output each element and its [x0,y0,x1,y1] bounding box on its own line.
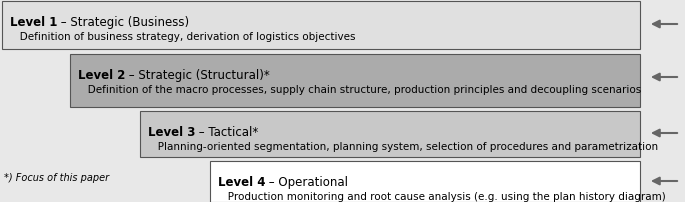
Text: – Strategic (Business): – Strategic (Business) [58,16,190,29]
Text: Level 3: Level 3 [148,125,195,138]
Text: – Operational: – Operational [266,175,349,188]
Bar [70,55,640,107]
Text: Planning-oriented segmentation, planning system, selection of procedures and par: Planning-oriented segmentation, planning… [148,141,658,151]
Text: *) Focus of this paper: *) Focus of this paper [4,172,109,182]
Text: Level 1: Level 1 [10,16,58,29]
Text: Definition of business strategy, derivation of logistics objectives: Definition of business strategy, derivat… [10,32,356,42]
Text: – Tactical*: – Tactical* [195,125,259,138]
Text: – Strategic (Structural)*: – Strategic (Structural)* [125,69,270,82]
Bar [210,161,640,202]
Text: Definition of the macro processes, supply chain structure, production principles: Definition of the macro processes, suppl… [78,85,641,95]
Text: Level 2: Level 2 [78,69,125,82]
Text: Level 4: Level 4 [218,175,266,188]
Bar [2,2,640,50]
Text: Production monitoring and root cause analysis (e.g. using the plan history diagr: Production monitoring and root cause ana… [218,191,666,201]
Bar [140,112,640,157]
